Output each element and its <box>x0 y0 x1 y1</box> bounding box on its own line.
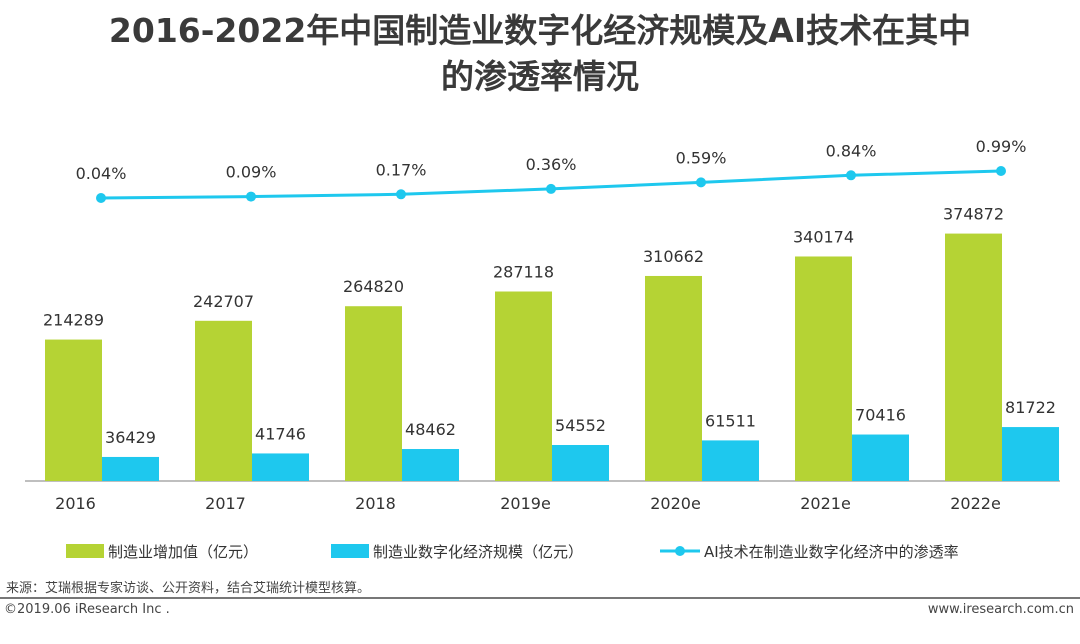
title-line-1: 2016-2022年中国制造业数字化经济规模及AI技术在其中 <box>108 11 972 50</box>
bar-manufacturing-value <box>645 275 702 481</box>
chart-title: 2016-2022年中国制造业数字化经济规模及AI技术在其中 的渗透率情况 <box>0 8 1080 100</box>
bar-label: 36429 <box>105 428 156 447</box>
x-tick-label: 2018 <box>355 494 396 513</box>
bar-manufacturing-value <box>495 291 552 481</box>
line-label: 0.36% <box>526 155 577 174</box>
bar-manufacturing-value <box>345 306 402 481</box>
x-tick-label: 2021e <box>800 494 851 513</box>
bar-digital-economy <box>702 440 759 481</box>
legend-label: 制造业增加值（亿元） <box>108 543 258 561</box>
line-point <box>96 193 106 203</box>
x-tick-label: 2017 <box>205 494 246 513</box>
bar-manufacturing-value <box>195 320 252 481</box>
bar-label: 287118 <box>493 263 554 282</box>
line-point <box>246 191 256 202</box>
bar-label: 242707 <box>193 292 254 311</box>
x-tick-label: 2019e <box>500 494 551 513</box>
legend-label: AI技术在制造业数字化经济中的渗透率 <box>704 543 959 561</box>
bar-label: 81722 <box>1005 398 1056 417</box>
bar-manufacturing-value <box>945 233 1002 481</box>
line-point <box>396 189 406 200</box>
title-line-2: 的渗透率情况 <box>441 57 639 96</box>
line-point <box>546 183 556 194</box>
bar-manufacturing-value <box>45 339 102 481</box>
line-label: 0.04% <box>76 164 127 183</box>
bar-digital-economy <box>402 449 459 481</box>
website: www.iresearch.com.cn <box>927 602 1074 617</box>
copyright: ©2019.06 iResearch Inc . <box>4 602 170 617</box>
line-label: 0.59% <box>676 148 727 167</box>
bar-label: 310662 <box>643 247 704 266</box>
legend-label: 制造业数字化经济规模（亿元） <box>373 543 583 561</box>
line-label: 0.17% <box>376 160 427 179</box>
bar-digital-economy <box>852 434 909 481</box>
bar-digital-economy <box>102 456 159 481</box>
bar-digital-economy <box>1002 427 1059 481</box>
x-tick-label: 2022e <box>950 494 1001 513</box>
line-point <box>696 177 706 188</box>
bar-label: 374872 <box>943 205 1004 224</box>
x-tick-label: 2020e <box>650 494 701 513</box>
bar-label: 48462 <box>405 420 456 439</box>
bar-label: 264820 <box>343 277 404 296</box>
bar-label: 61511 <box>705 411 756 430</box>
bar-label: 70416 <box>855 406 906 425</box>
bar-label: 41746 <box>255 424 306 443</box>
line-label: 0.99% <box>976 137 1027 156</box>
bar-label: 340174 <box>793 227 854 246</box>
line-point <box>846 170 856 181</box>
line-label: 0.09% <box>226 163 277 182</box>
bar-digital-economy <box>252 453 309 481</box>
footer-divider <box>0 597 1080 599</box>
x-tick-label: 2016 <box>55 494 96 513</box>
line-label: 0.84% <box>826 141 877 160</box>
legend-swatch-green <box>66 544 104 558</box>
bar-label: 54552 <box>555 416 606 435</box>
legend-marker-icon <box>675 546 685 556</box>
source-note: 来源：艾瑞根据专家访谈、公开资料，结合艾瑞统计模型核算。 <box>6 581 371 596</box>
bar-label: 214289 <box>43 311 104 330</box>
bar-manufacturing-value <box>795 256 852 481</box>
line-point <box>996 166 1006 177</box>
legend-swatch-blue <box>331 544 369 558</box>
bar-digital-economy <box>552 444 609 481</box>
